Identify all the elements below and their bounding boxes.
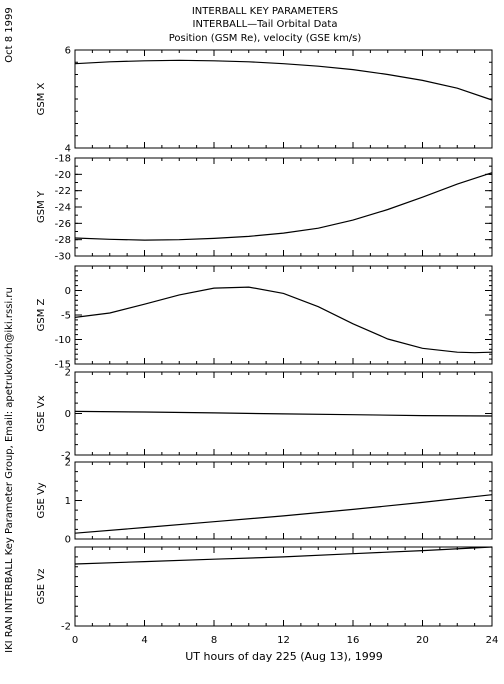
y-tick-label: 2 <box>65 368 71 379</box>
figure-header-line2: INTERBALL—Tail Orbital Data <box>193 19 338 30</box>
panel-2: -30 -28 -26 -24 -22 -20 -18 GSM Y <box>36 154 493 263</box>
panel-frame <box>74 461 493 540</box>
series-line <box>74 546 493 565</box>
panel-frame <box>74 49 493 149</box>
figure-header-line1: INTERBALL KEY PARAMETERS <box>192 6 338 17</box>
x-tick-label: 4 <box>141 635 147 646</box>
series-line <box>74 172 493 241</box>
panel-frame <box>74 546 493 627</box>
y-axis-label: GSE Vx <box>36 395 47 431</box>
x-tick-label: 8 <box>211 635 217 646</box>
series-line <box>74 410 493 417</box>
y-tick-label: -20 <box>55 170 71 181</box>
series-line <box>74 59 493 101</box>
panel-5: 0 1 2 GSE Vy <box>36 458 493 546</box>
panel-3: -15 -10 -5 0 GSM Z <box>36 265 493 371</box>
y-tick-label: -22 <box>55 186 71 197</box>
series-line <box>74 286 493 354</box>
y-tick-label: -26 <box>55 219 71 230</box>
y-axis-label: GSE Vy <box>36 482 47 518</box>
x-axis-label: UT hours of day 225 (Aug 13), 1999 <box>185 650 383 663</box>
y-axis-label: GSM Z <box>36 298 47 331</box>
x-tick-label: 20 <box>416 635 429 646</box>
y-tick-label: -28 <box>55 235 71 246</box>
y-tick-label: -18 <box>55 154 71 165</box>
y-tick-label: 4 <box>65 144 71 155</box>
date-label: Oct 8 1999 <box>4 7 15 62</box>
x-tick-label: 12 <box>277 635 290 646</box>
y-tick-label: 1 <box>65 496 71 507</box>
y-tick-label: -2 <box>61 622 71 633</box>
x-tick-label: 24 <box>486 635 499 646</box>
y-tick-label: 0 <box>65 286 71 297</box>
x-tick-label: 16 <box>347 635 360 646</box>
series-line <box>74 494 493 534</box>
panel-1: 4 6 GSM X <box>36 46 493 155</box>
y-tick-label: -24 <box>55 203 71 214</box>
y-tick-label: 0 <box>65 409 71 420</box>
y-tick-label: -10 <box>55 335 71 346</box>
y-axis-label: GSM X <box>36 82 47 115</box>
panel-6: -2 GSE Vz <box>36 546 493 633</box>
y-tick-label: -2 <box>61 451 71 462</box>
credit-label: IKI RAN INTERBALL Key Parameter Group, E… <box>4 287 15 653</box>
figure-header-line3: Position (GSM Re), velocity (GSE km/s) <box>169 33 362 44</box>
y-axis-label: GSE Vz <box>36 569 47 605</box>
panel-4: -2 0 2 GSE Vx <box>36 368 493 462</box>
y-tick-label: -5 <box>61 311 71 322</box>
y-tick-label: -30 <box>55 252 71 263</box>
y-tick-label: 0 <box>65 535 71 546</box>
x-tick-label: 0 <box>72 635 78 646</box>
y-tick-label: -15 <box>55 360 71 371</box>
panel-frame <box>74 157 493 257</box>
y-axis-label: GSM Y <box>36 190 47 223</box>
y-tick-label: 6 <box>65 46 71 57</box>
y-tick-label: 2 <box>65 458 71 469</box>
